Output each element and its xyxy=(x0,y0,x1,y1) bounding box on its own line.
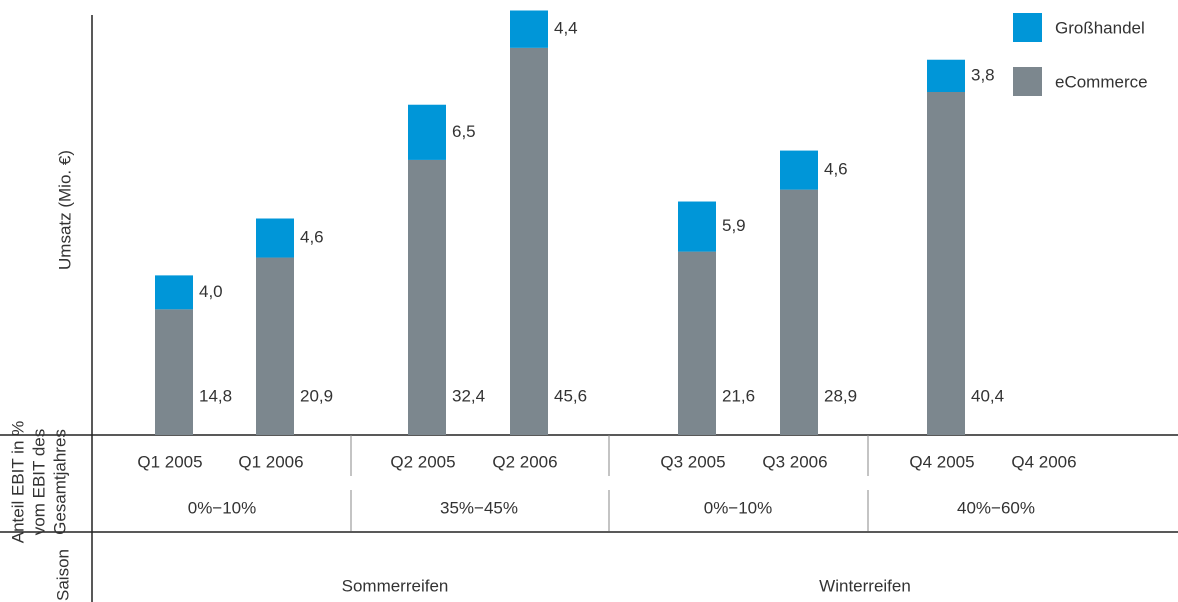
value-label: 5,9 xyxy=(722,216,746,235)
bar-segment xyxy=(927,91,965,435)
bar-segment xyxy=(408,104,446,160)
bar-segment xyxy=(256,257,294,435)
bar-segment xyxy=(678,251,716,435)
value-label: 14,8 xyxy=(199,386,232,405)
x-tick-label: Q2 2006 xyxy=(492,452,557,471)
bar-segment xyxy=(155,275,193,310)
legend-label: Großhandel xyxy=(1055,18,1145,37)
ebit-share: 0%−10% xyxy=(188,498,257,517)
x-tick-label: Q4 2006 xyxy=(1011,452,1076,471)
value-label: 28,9 xyxy=(824,386,857,405)
x-tick-label: Q1 2006 xyxy=(238,452,303,471)
value-label: 6,5 xyxy=(452,122,476,141)
value-label: 4,0 xyxy=(199,282,223,301)
bar-segment xyxy=(155,309,193,435)
value-label: 3,8 xyxy=(971,65,995,84)
x-tick-label: Q3 2005 xyxy=(660,452,725,471)
x-tick-label: Q1 2005 xyxy=(137,452,202,471)
x-tick-label: Q4 2005 xyxy=(909,452,974,471)
bar-segment xyxy=(780,189,818,435)
value-label: 45,6 xyxy=(554,386,587,405)
ebit-share: 40%−60% xyxy=(957,498,1035,517)
value-label: 32,4 xyxy=(452,386,485,405)
value-label: 4,6 xyxy=(300,228,324,247)
legend-swatch xyxy=(1013,67,1042,96)
value-label: 4,4 xyxy=(554,19,578,38)
value-label: 4,6 xyxy=(824,160,848,179)
legend-label: eCommerce xyxy=(1055,72,1148,91)
season-label: Winterreifen xyxy=(819,576,911,595)
bar-segment xyxy=(780,150,818,190)
row-label: Gesamtjahres xyxy=(50,429,69,535)
bar-segment xyxy=(256,218,294,258)
y-axis-label: Umsatz (Mio. €) xyxy=(55,150,74,270)
legend-swatch xyxy=(1013,13,1042,42)
value-label: 21,6 xyxy=(722,386,755,405)
ebit-share: 35%−45% xyxy=(440,498,518,517)
ebit-share: 0%−10% xyxy=(704,498,773,517)
bar-segment xyxy=(678,201,716,252)
bar-segment xyxy=(510,47,548,436)
x-tick-label: Q2 2005 xyxy=(390,452,455,471)
bar-segment xyxy=(927,59,965,92)
bar-segment xyxy=(408,159,446,435)
value-label: 40,4 xyxy=(971,386,1004,405)
bar-segment xyxy=(510,10,548,48)
row-label: Saison xyxy=(53,549,72,601)
x-tick-label: Q3 2006 xyxy=(762,452,827,471)
value-label: 20,9 xyxy=(300,386,333,405)
row-label: vom EBIT des xyxy=(29,429,48,535)
row-label: Anteil EBIT in % xyxy=(8,421,27,544)
season-label: Sommerreifen xyxy=(342,576,449,595)
